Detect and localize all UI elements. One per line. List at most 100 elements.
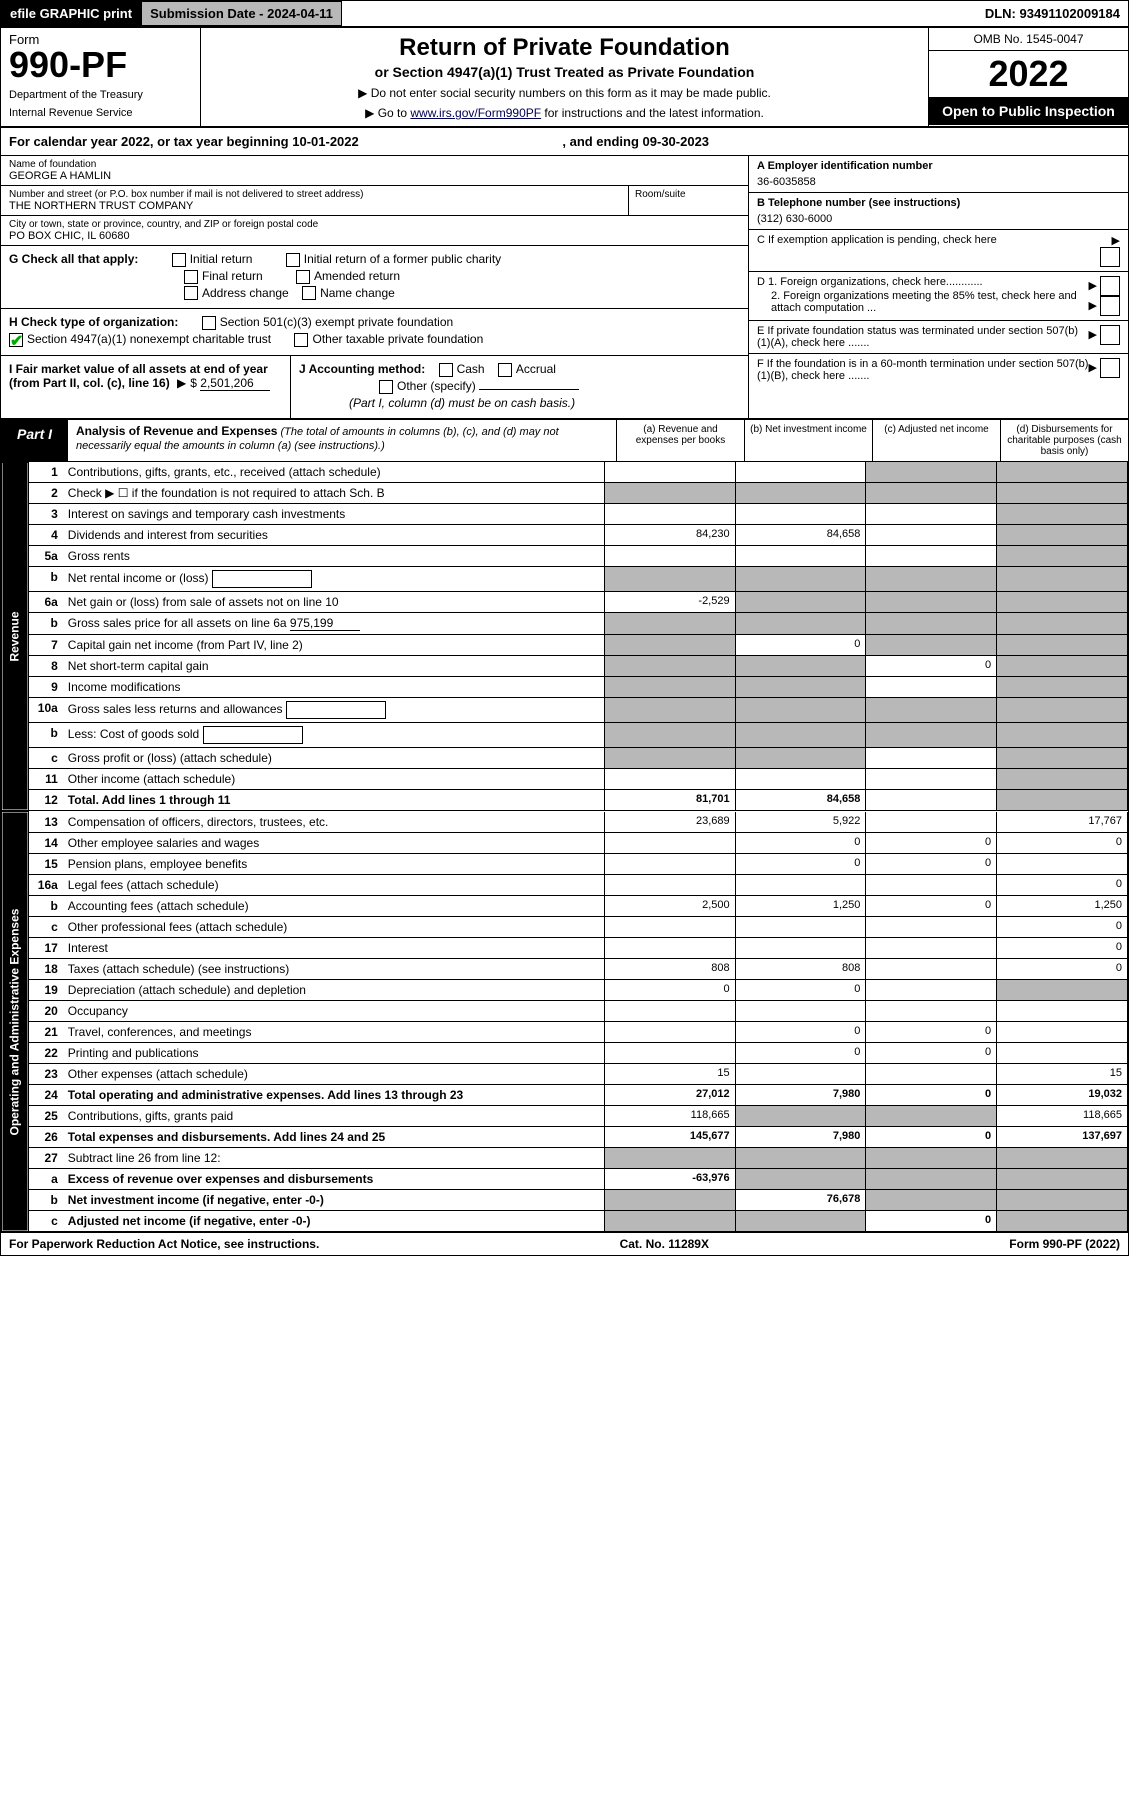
cell-grey bbox=[735, 1168, 866, 1189]
ein-label: A Employer identification number bbox=[757, 160, 1120, 172]
cell-amount: 1,250 bbox=[997, 895, 1128, 916]
line-label: Subtract line 26 from line 12: bbox=[63, 1147, 605, 1168]
cell-amount: -2,529 bbox=[604, 592, 735, 613]
tax-year-begin: 10-01-2022 bbox=[292, 134, 359, 149]
other-specify-line[interactable] bbox=[479, 389, 579, 390]
inline-input-box[interactable] bbox=[212, 570, 312, 588]
amended-return-checkbox[interactable] bbox=[296, 270, 310, 284]
cell-grey bbox=[735, 1210, 866, 1231]
cell-grey bbox=[866, 1147, 997, 1168]
cell-grey bbox=[997, 546, 1128, 567]
line-number: b bbox=[28, 567, 63, 592]
other-taxable-checkbox[interactable] bbox=[294, 333, 308, 347]
cell-grey bbox=[735, 1147, 866, 1168]
cash-checkbox[interactable] bbox=[439, 363, 453, 377]
line-label: Pension plans, employee benefits bbox=[63, 853, 605, 874]
f-checkbox[interactable] bbox=[1100, 358, 1120, 378]
cell-amount bbox=[866, 748, 997, 769]
cell-amount: 0 bbox=[997, 832, 1128, 853]
initial-former-checkbox[interactable] bbox=[286, 253, 300, 267]
cell-amount bbox=[735, 546, 866, 567]
line-label: Travel, conferences, and meetings bbox=[63, 1021, 605, 1042]
e-label: E If private foundation status was termi… bbox=[757, 325, 1088, 349]
d2-checkbox[interactable] bbox=[1100, 296, 1120, 316]
cell-amount: 0 bbox=[866, 895, 997, 916]
address-label: Number and street (or P.O. box number if… bbox=[9, 189, 620, 200]
4947a1-checkbox[interactable] bbox=[9, 333, 23, 347]
cell-amount: 0 bbox=[866, 656, 997, 677]
cell-amount: 0 bbox=[735, 635, 866, 656]
c-checkbox[interactable] bbox=[1100, 247, 1120, 267]
501c3-checkbox[interactable] bbox=[202, 316, 216, 330]
cell-amount bbox=[604, 769, 735, 790]
open-inspection-label: Open to Public Inspection bbox=[929, 97, 1128, 125]
line-number: 22 bbox=[28, 1042, 63, 1063]
cell-amount: 0 bbox=[735, 979, 866, 1000]
cell-grey bbox=[604, 1147, 735, 1168]
cell-grey bbox=[997, 1168, 1128, 1189]
h-opt-3: Other taxable private foundation bbox=[312, 332, 483, 346]
line-label: Dividends and interest from securities bbox=[63, 525, 605, 546]
g-opt-0: Initial return bbox=[190, 252, 253, 266]
cell-grey bbox=[604, 613, 735, 635]
form-subtitle: or Section 4947(a)(1) Trust Treated as P… bbox=[213, 64, 916, 80]
submission-date-box: Submission Date - 2024-04-11 bbox=[141, 1, 342, 26]
address-change-checkbox[interactable] bbox=[184, 286, 198, 300]
inline-input-box[interactable] bbox=[286, 701, 386, 719]
cell-amount bbox=[866, 958, 997, 979]
cell-grey bbox=[866, 698, 997, 723]
cell-amount bbox=[604, 916, 735, 937]
line-number: 5a bbox=[28, 546, 63, 567]
cell-grey bbox=[997, 567, 1128, 592]
other-method-checkbox[interactable] bbox=[379, 380, 393, 394]
fmv-value: 2,501,206 bbox=[200, 376, 270, 391]
accrual-checkbox[interactable] bbox=[498, 363, 512, 377]
cell-amount bbox=[604, 1042, 735, 1063]
cell-grey bbox=[604, 1210, 735, 1231]
col-d-header: (d) Disbursements for charitable purpose… bbox=[1000, 420, 1128, 461]
cell-grey bbox=[997, 769, 1128, 790]
line-number: 6a bbox=[28, 592, 63, 613]
cell-grey bbox=[997, 504, 1128, 525]
j-accrual-label: Accrual bbox=[516, 362, 556, 376]
cell-amount bbox=[735, 916, 866, 937]
topbar: efile GRAPHIC print Submission Date - 20… bbox=[1, 1, 1128, 28]
cell-amount: 0 bbox=[866, 853, 997, 874]
cell-amount bbox=[866, 525, 997, 546]
submission-date-value: 2024-04-11 bbox=[267, 6, 333, 21]
cell-amount bbox=[866, 790, 997, 811]
line-number: 17 bbox=[28, 937, 63, 958]
e-checkbox[interactable] bbox=[1100, 325, 1120, 345]
footer-mid: Cat. No. 11289X bbox=[620, 1237, 709, 1251]
line-label: Other employee salaries and wages bbox=[63, 832, 605, 853]
cell-amount: 23,689 bbox=[604, 812, 735, 833]
d1-checkbox[interactable] bbox=[1100, 276, 1120, 296]
cell-amount: 808 bbox=[604, 958, 735, 979]
name-change-checkbox[interactable] bbox=[302, 286, 316, 300]
cell-amount bbox=[866, 769, 997, 790]
line-label: Contributions, gifts, grants paid bbox=[63, 1105, 605, 1126]
final-return-checkbox[interactable] bbox=[184, 270, 198, 284]
g-opt-3: Amended return bbox=[314, 269, 400, 283]
instructions-link[interactable]: www.irs.gov/Form990PF bbox=[410, 106, 541, 120]
cell-grey bbox=[604, 723, 735, 748]
form-container: efile GRAPHIC print Submission Date - 20… bbox=[0, 0, 1129, 1256]
line-label: Less: Cost of goods sold bbox=[63, 723, 605, 748]
g-opt-2: Final return bbox=[202, 269, 263, 283]
cell-grey bbox=[997, 698, 1128, 723]
line-number: 16a bbox=[28, 874, 63, 895]
cell-amount bbox=[866, 546, 997, 567]
line-number: b bbox=[28, 895, 63, 916]
efile-print-button[interactable]: efile GRAPHIC print bbox=[1, 1, 141, 26]
note2-suffix: for instructions and the latest informat… bbox=[541, 106, 764, 120]
cell-amount bbox=[735, 1000, 866, 1021]
tax-year-end: 09-30-2023 bbox=[643, 134, 710, 149]
part-i-title: Analysis of Revenue and Expenses bbox=[76, 424, 277, 438]
cell-amount bbox=[604, 1000, 735, 1021]
inline-input-box[interactable] bbox=[203, 726, 303, 744]
cell-amount: 27,012 bbox=[604, 1084, 735, 1105]
initial-return-checkbox[interactable] bbox=[172, 253, 186, 267]
tel-value: (312) 630-6000 bbox=[757, 213, 1120, 225]
line-label: Other income (attach schedule) bbox=[63, 769, 605, 790]
submission-date-label: Submission Date - bbox=[150, 6, 267, 21]
